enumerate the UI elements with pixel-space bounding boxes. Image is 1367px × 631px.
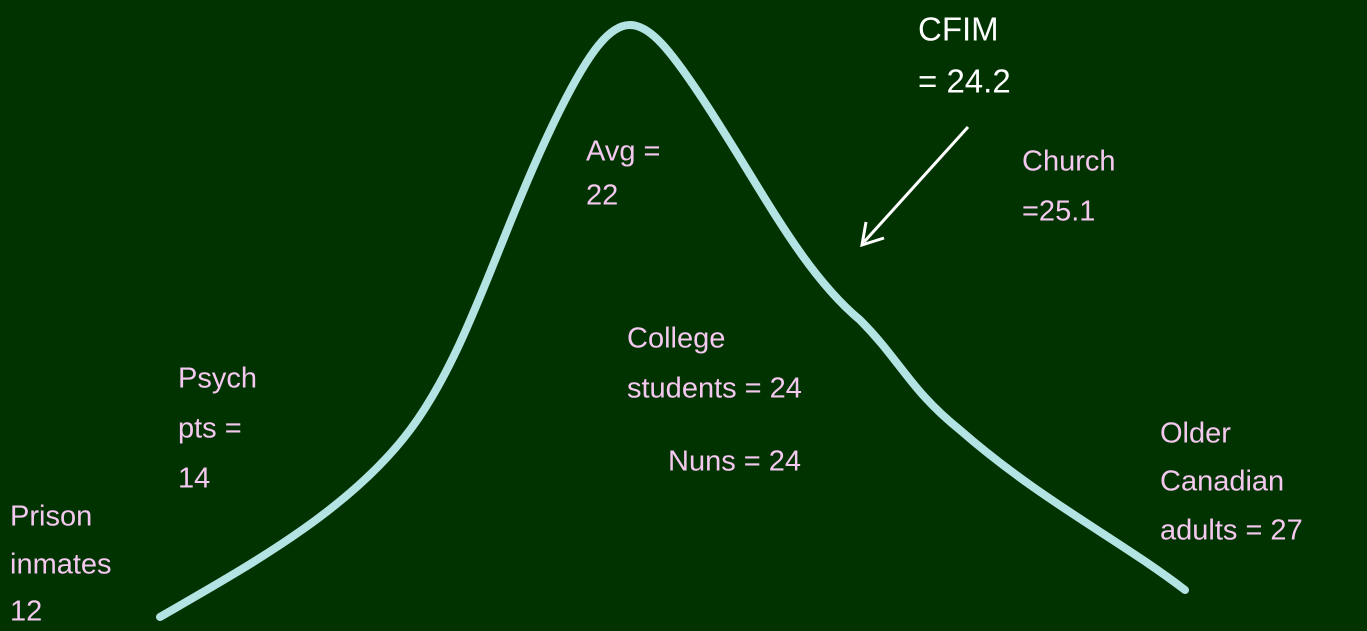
label: = 24.2 (918, 63, 1011, 100)
label: Nuns = 24 (668, 446, 801, 478)
label: 22 (586, 180, 618, 212)
label: College (627, 323, 725, 355)
label: Church (1022, 146, 1116, 178)
arrow (860, 125, 970, 248)
label: students = 24 (627, 373, 802, 405)
label: adults = 27 (1160, 515, 1303, 547)
label: Avg = (586, 136, 660, 168)
label: pts = (178, 413, 242, 445)
label: Older (1160, 418, 1231, 450)
bell-curve (156, 20, 1189, 621)
label: 12 (10, 596, 42, 628)
label: =25.1 (1022, 196, 1095, 228)
label: inmates (10, 549, 112, 581)
label: Canadian (1160, 466, 1284, 498)
label: 14 (178, 463, 210, 495)
label: CFIM (918, 11, 999, 48)
label: Psych (178, 363, 257, 395)
label: Prison (10, 501, 92, 533)
